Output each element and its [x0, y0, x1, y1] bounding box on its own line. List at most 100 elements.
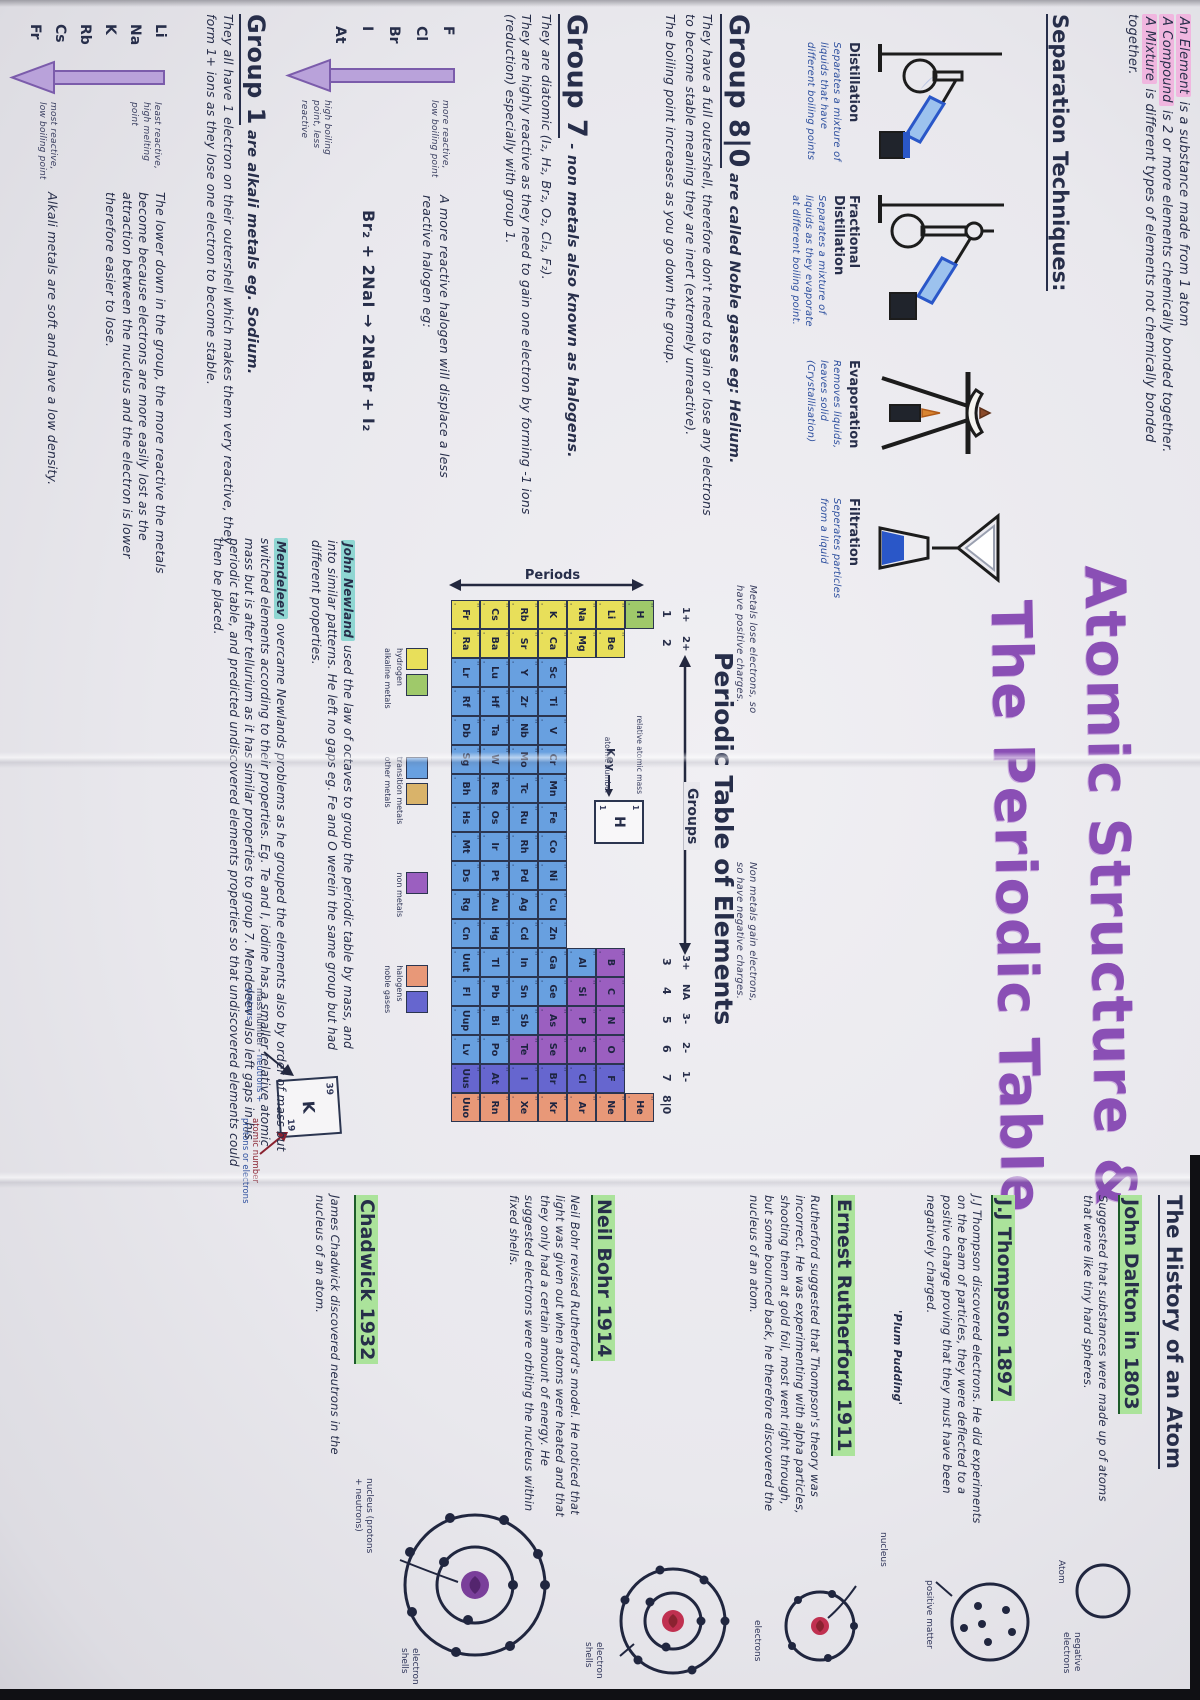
- element-cell-Zr: Zr: [509, 687, 538, 716]
- element-cell-In: In: [509, 948, 538, 977]
- history-entry-name: Chadwick 1932: [354, 1195, 378, 1365]
- atomic-number-arrow-icon: [259, 1132, 288, 1155]
- empty-cell: [596, 658, 625, 687]
- element-cell-Lu: Lu: [480, 658, 509, 687]
- key-left-bottom-label: atomic number: [603, 694, 612, 794]
- group1-text-3: Alkali metals are soft and have a low de…: [45, 192, 60, 486]
- element-cell-F: F: [596, 1064, 625, 1093]
- key-symbol: H: [611, 816, 627, 828]
- element-cell-Li: Li: [596, 600, 625, 629]
- mendeleev-highlight: Mendeleev: [274, 538, 288, 620]
- group1-element: Rb: [77, 24, 93, 45]
- nucleus-label: nucleus: [878, 1532, 888, 1567]
- element-cell-Os: Os: [480, 803, 509, 832]
- group7-text-2: They are highly reactive as they need to…: [503, 14, 535, 515]
- atom-figure-label: Atom: [1056, 1560, 1066, 1584]
- group1-element: Na: [127, 24, 143, 46]
- element-cell-Ne: Ne: [596, 1093, 625, 1122]
- element-cell-Uuo: Uuo: [451, 1093, 480, 1122]
- element-cell-Ta: Ta: [480, 716, 509, 745]
- element-cell-As: As: [538, 1006, 567, 1035]
- element-cell-Br: Br: [538, 1064, 567, 1093]
- dalton-atom-drawing: [1075, 1563, 1131, 1619]
- legend-color-swatch: [406, 872, 428, 895]
- element-cell-Ca: Ca: [538, 629, 567, 658]
- element-cell-Au: Au: [480, 890, 509, 919]
- group-number-label: 4: [660, 987, 673, 995]
- group-number-label: 8|0: [660, 1095, 673, 1115]
- group8-text-2: The boiling point increases as you go do…: [663, 14, 678, 365]
- group1-element-list: Li Na K Rb Cs Fr: [27, 24, 168, 45]
- rutherford-model-drawing: [784, 1585, 858, 1662]
- empty-cell: [567, 832, 596, 861]
- mendeleev-paragraph: Mendeleev overcame Newlands problems as …: [209, 538, 288, 1178]
- empty-cell: [567, 919, 596, 948]
- empty-cell: [567, 774, 596, 803]
- group1-arrow-bottom-label: most reactive, low boiling point: [36, 102, 58, 180]
- element-cell-Ra: Ra: [451, 629, 480, 658]
- technique-desc: Seperates particles from a liquid: [818, 498, 842, 599]
- history-entry-name: J.J Thompson 1897: [991, 1195, 1015, 1402]
- legend-item: non metals: [382, 872, 428, 917]
- element-cell-Rf: Rf: [451, 687, 480, 716]
- chadwick-nucleus-label: nucleus (protons + neutrons): [353, 1478, 374, 1554]
- legend-label: non metals: [395, 872, 404, 918]
- legend-color-swatch: [406, 648, 428, 670]
- element-cell-Hg: Hg: [480, 919, 509, 948]
- example-symbol: K: [299, 1100, 319, 1114]
- group-charge-label: 2+: [680, 636, 691, 652]
- group1-arrow-top-label: least reactive, high melting point: [129, 102, 163, 170]
- group8-heading: Group 8|0 are called Noble gases eg: Hel…: [720, 14, 754, 529]
- element-cell-I: I: [509, 1064, 538, 1093]
- legend-item: halogens noble gases: [382, 965, 428, 1014]
- group1-heading-rest: are alkali metals eg. Sodium.: [244, 129, 260, 375]
- element-cell-Pb: Pb: [480, 977, 509, 1006]
- technique-fractional-distillation: Fractional Distillation Separates a mixt…: [789, 195, 1032, 340]
- history-entry-text: Neil Bohr revised Rutherford's model. He…: [507, 1195, 582, 1517]
- group-number-label: 7: [660, 1074, 673, 1082]
- chadwick-model-drawing: [399, 1513, 550, 1657]
- group1-heading-big: Group 1: [239, 14, 270, 125]
- element-cell-Cn: Cn: [451, 919, 480, 948]
- element-cell-Rb: Rb: [509, 600, 538, 629]
- legend-color-swatch: [406, 991, 428, 1014]
- element-cell-Mg: Mg: [567, 629, 596, 658]
- element-cell-Po: Po: [480, 1035, 509, 1064]
- element-cell-V: V: [538, 716, 567, 745]
- group-number-label: 1: [660, 610, 673, 618]
- element-cell-Pt: Pt: [480, 861, 509, 890]
- group-charge-label: 2-: [680, 1042, 691, 1054]
- group-number-label: 5: [660, 1016, 673, 1024]
- group7-element: F: [440, 26, 456, 36]
- group7-displacement-text: A more reactive halogen will displace a …: [420, 195, 453, 478]
- group1-heading: Group 1 are alkali metals eg. Sodium.: [239, 14, 270, 574]
- group-charge-label: 1+: [680, 607, 691, 623]
- group8-heading-rest: are called Noble gases eg: Helium.: [726, 173, 742, 464]
- group7-section: Group 7 - non metals also known as halog…: [502, 14, 592, 544]
- empty-cell: [625, 658, 654, 687]
- element-cell-Hs: Hs: [451, 803, 480, 832]
- element-cell-Tl: Tl: [480, 948, 509, 977]
- group7-heading-rest: - non metals also known as halogens.: [564, 143, 580, 458]
- definition-mixture: A Mixture is different types of elements…: [1123, 14, 1157, 459]
- element-cell-Mn: Mn: [538, 774, 567, 803]
- paper-fold-line: [0, 1172, 1200, 1188]
- element-cell-Tc: Tc: [509, 774, 538, 803]
- element-cell-K: K: [538, 600, 567, 629]
- history-entry-text: J.J Thompson discovered electrons. He di…: [924, 1195, 984, 1524]
- element-cell-Fr: Fr: [451, 600, 480, 629]
- element-cell-S: S: [567, 1035, 596, 1064]
- element-cell-Rg: Rg: [451, 890, 480, 919]
- definition-element-text: is a substance made from 1 atom: [1176, 97, 1191, 327]
- group1-element: Li: [152, 24, 168, 38]
- element-cell-P: P: [567, 1006, 596, 1035]
- element-cell-Se: Se: [538, 1035, 567, 1064]
- key-atomic-number: 1: [598, 805, 607, 811]
- separation-heading: Separation Techniques:: [1046, 14, 1072, 292]
- key-mass-number: 1: [631, 805, 640, 811]
- empty-cell: [625, 919, 654, 948]
- element-cell-Xe: Xe: [509, 1093, 538, 1122]
- element-cell-Sb: Sb: [509, 1006, 538, 1035]
- empty-cell: [567, 861, 596, 890]
- element-cell-Ga: Ga: [538, 948, 567, 977]
